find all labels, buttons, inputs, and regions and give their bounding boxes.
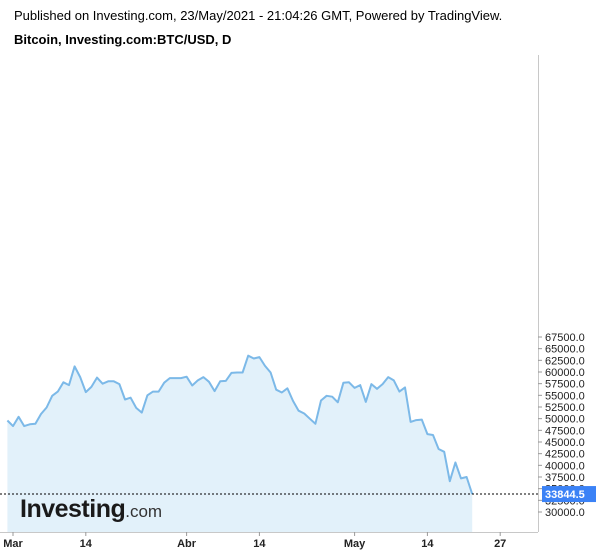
x-tick-label: 14 [253, 538, 266, 550]
x-tick-label: Mar [3, 538, 23, 550]
x-tick-label: Abr [177, 538, 197, 550]
y-tick-label: 67500.0 [545, 332, 585, 344]
y-tick-label: 65000.0 [545, 344, 585, 356]
y-tick-label: 62500.0 [545, 355, 585, 367]
y-tick-label: 47500.0 [545, 425, 585, 437]
investing-logo: Investing.com [20, 495, 162, 524]
y-tick-label: 50000.0 [545, 414, 585, 426]
y-tick-label: 60000.0 [545, 367, 585, 379]
y-tick-label: 37500.0 [545, 472, 585, 484]
x-tick-label: 27 [494, 538, 506, 550]
last-price-badge [542, 486, 596, 503]
x-tick-label: 14 [80, 538, 93, 550]
x-tick-label: May [344, 538, 366, 550]
logo-word: Investing [20, 495, 126, 523]
y-tick-label: 40000.0 [545, 460, 585, 472]
chart-title: Bitcoin, Investing.com:BTC/USD, D [14, 32, 232, 47]
x-tick-label: 14 [421, 538, 434, 550]
y-tick-label: 42500.0 [545, 449, 585, 461]
y-tick-label: 52500.0 [545, 402, 585, 414]
price-line [6, 354, 474, 495]
y-tick-label: 30000.0 [545, 507, 585, 519]
y-tick-label: 57500.0 [545, 379, 585, 391]
y-tick-label: 55000.0 [545, 390, 585, 402]
published-info: Published on Investing.com, 23/May/2021 … [14, 8, 503, 23]
logo-suffix: .com [125, 502, 163, 521]
last-price-label: 33844.5 [545, 489, 585, 501]
price-area [7, 355, 473, 532]
y-tick-label: 45000.0 [545, 437, 585, 449]
